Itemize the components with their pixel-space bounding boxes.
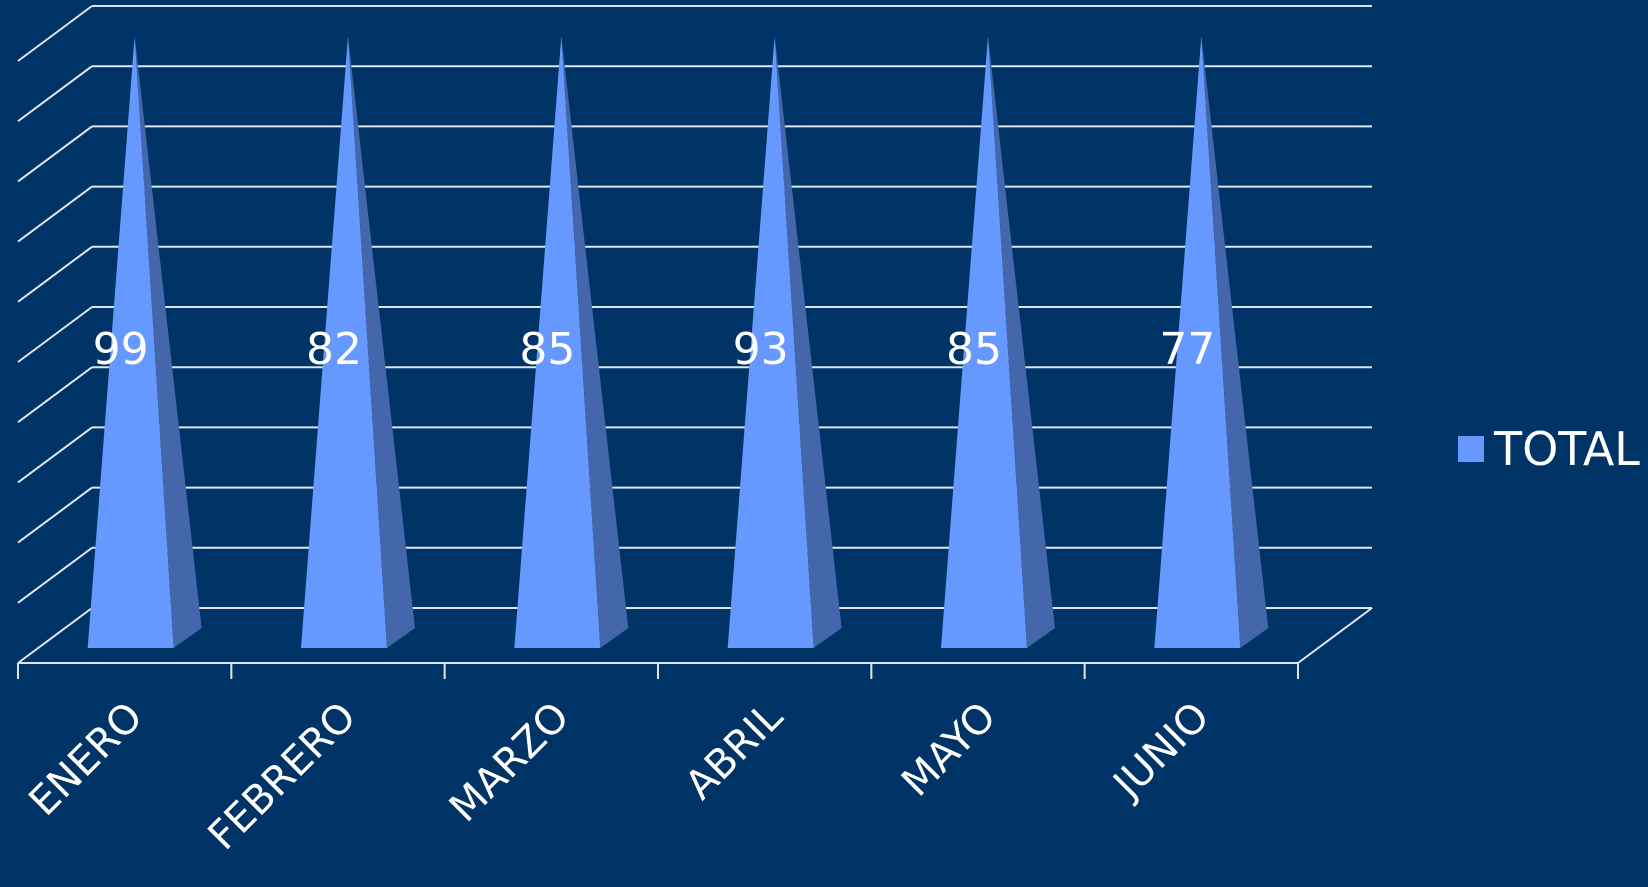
category-label: ABRIL bbox=[677, 693, 793, 809]
data-label: 85 bbox=[519, 324, 575, 375]
category-label: MARZO bbox=[441, 694, 579, 832]
gridline-side bbox=[17, 486, 93, 544]
bar-side bbox=[348, 36, 415, 648]
gridline-side bbox=[17, 5, 93, 62]
x-axis bbox=[17, 607, 1373, 679]
category-label: MAYO bbox=[893, 694, 1005, 806]
floor-right-edge bbox=[1297, 607, 1373, 664]
bar-side bbox=[561, 36, 629, 648]
bar-front bbox=[1154, 36, 1241, 648]
bar-front bbox=[87, 36, 174, 648]
category-label: FEBRERO bbox=[200, 694, 366, 860]
category-label: ENERO bbox=[20, 694, 151, 825]
legend-label: TOTAL bbox=[1493, 422, 1640, 476]
data-label: 82 bbox=[306, 324, 362, 375]
gridline-side bbox=[17, 546, 93, 604]
gridline-side bbox=[17, 366, 93, 424]
bar-side bbox=[774, 36, 842, 648]
data-label: 77 bbox=[1159, 324, 1215, 375]
legend: TOTAL bbox=[1458, 422, 1640, 476]
bar-side bbox=[988, 36, 1055, 648]
gridline-side bbox=[17, 426, 93, 484]
data-labels: 99 82 85 93 85 77 bbox=[93, 324, 1216, 375]
gridline-side bbox=[17, 185, 93, 243]
bar-front bbox=[301, 36, 387, 648]
gridline-side bbox=[17, 125, 93, 183]
bar-front bbox=[514, 36, 601, 648]
gridline-side bbox=[17, 245, 93, 303]
data-label: 85 bbox=[946, 324, 1002, 375]
bar-front bbox=[941, 36, 1027, 648]
data-label: 99 bbox=[93, 324, 149, 375]
bar-side bbox=[1201, 36, 1269, 648]
category-labels: ENERO FEBRERO MARZO ABRIL MAYO JUNIO bbox=[20, 693, 1218, 859]
gridline-side bbox=[17, 306, 93, 363]
gridlines bbox=[17, 5, 1372, 664]
data-label: 93 bbox=[733, 324, 789, 375]
bar-front bbox=[727, 36, 814, 648]
gridline-side bbox=[17, 607, 93, 664]
bar-side bbox=[134, 36, 202, 648]
bars bbox=[87, 36, 1269, 648]
category-label: JUNIO bbox=[1103, 694, 1218, 809]
gridline-side bbox=[17, 65, 93, 123]
legend-swatch bbox=[1458, 436, 1484, 462]
